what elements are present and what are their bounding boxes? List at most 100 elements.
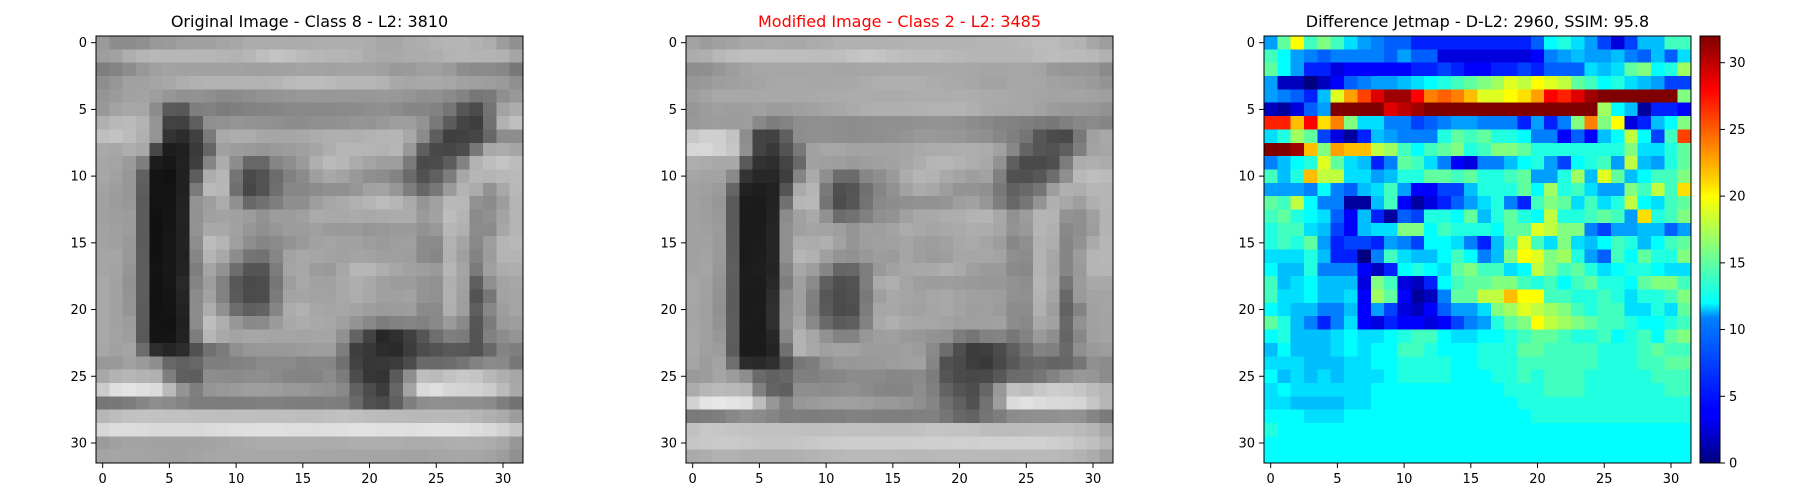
pixel-cell xyxy=(1032,249,1047,264)
pixel-cell xyxy=(322,142,337,157)
pixel-cell xyxy=(1570,382,1585,397)
pixel-cell xyxy=(912,49,927,64)
pixel-cell xyxy=(806,449,821,464)
pixel-cell xyxy=(859,342,874,357)
pixel-cell xyxy=(939,422,954,437)
pixel-cell xyxy=(779,196,794,211)
axes-frame xyxy=(685,35,1114,464)
pixel-cell xyxy=(992,422,1007,437)
pixel-cell xyxy=(1032,289,1047,304)
pixel-cell xyxy=(122,49,137,64)
pixel-cell xyxy=(189,116,204,130)
pixel-cell xyxy=(1464,262,1479,277)
pixel-cell xyxy=(1317,76,1332,90)
pixel-cell xyxy=(1397,249,1412,264)
pixel-cell xyxy=(952,62,967,77)
pixel-cell xyxy=(509,422,524,437)
pixel-cell xyxy=(1344,102,1358,117)
pixel-cell xyxy=(912,76,927,90)
pixel-cell xyxy=(349,76,364,90)
pixel-cell xyxy=(1504,356,1519,371)
pixel-cell xyxy=(912,62,927,77)
pixel-cell xyxy=(1530,356,1545,371)
pixel-cell xyxy=(766,209,780,224)
pixel-cell xyxy=(792,289,807,304)
pixel-cell xyxy=(389,102,404,117)
pixel-cell xyxy=(739,102,754,117)
pixel-cell xyxy=(1046,329,1061,344)
pixel-cell xyxy=(752,116,767,130)
pixel-cell xyxy=(282,102,297,117)
pixel-cell xyxy=(416,289,431,304)
pixel-cell xyxy=(1424,342,1439,357)
pixel-cell xyxy=(1046,169,1061,184)
pixel-cell xyxy=(859,129,874,144)
pixel-cell xyxy=(1664,156,1679,171)
pixel-cell xyxy=(1450,169,1465,184)
pixel-cell xyxy=(1059,89,1074,104)
pixel-cell xyxy=(766,436,780,451)
pixel-cell xyxy=(1677,142,1692,157)
pixel-cell xyxy=(699,422,714,437)
pixel-cell xyxy=(966,222,981,237)
pixel-cell xyxy=(979,209,994,224)
pixel-cell xyxy=(872,409,887,424)
pixel-cell xyxy=(966,49,981,64)
pixel-cell xyxy=(1544,396,1559,411)
pixel-cell xyxy=(926,89,941,104)
pixel-cell xyxy=(162,289,177,304)
pixel-cell xyxy=(1344,289,1358,304)
pixel-cell xyxy=(859,116,874,130)
pixel-cell xyxy=(966,102,981,117)
pixel-cell xyxy=(1664,182,1679,197)
pixel-cell xyxy=(792,302,807,317)
pixel-cell xyxy=(176,116,190,130)
pixel-cell xyxy=(1317,422,1332,437)
pixel-cell xyxy=(1610,449,1625,464)
pixel-cell xyxy=(349,289,364,304)
pixel-cell xyxy=(1099,316,1114,331)
pixel-cell xyxy=(806,316,821,331)
pixel-cell xyxy=(202,182,217,197)
pixel-cell xyxy=(1290,409,1305,424)
pixel-cell xyxy=(309,62,324,77)
pixel-cell xyxy=(806,196,821,211)
pixel-cell xyxy=(1317,382,1332,397)
pixel-cell xyxy=(509,89,524,104)
pixel-cell xyxy=(376,142,391,157)
pixel-cell xyxy=(442,276,457,291)
pixel-cell xyxy=(402,436,417,451)
pixel-cell xyxy=(1290,236,1305,251)
pixel-cell xyxy=(886,102,901,117)
pixel-cell xyxy=(509,196,524,211)
pixel-cell xyxy=(1424,169,1439,184)
pixel-cell xyxy=(1059,116,1074,130)
pixel-cell xyxy=(686,89,700,104)
pixel-cell xyxy=(1019,436,1034,451)
pixel-cell xyxy=(362,369,377,384)
pixel-cell xyxy=(819,382,834,397)
pixel-cell xyxy=(1437,316,1452,331)
pixel-cell xyxy=(322,102,337,117)
pixel-cell xyxy=(1464,236,1479,251)
pixel-cell xyxy=(1557,449,1572,464)
pixel-cell xyxy=(229,262,244,277)
pixel-cell xyxy=(1006,276,1021,291)
pixel-cell xyxy=(766,182,780,197)
pixel-cell xyxy=(1317,182,1332,197)
pixel-cell xyxy=(1370,316,1385,331)
pixel-cell xyxy=(1330,289,1345,304)
pixel-cell xyxy=(336,142,351,157)
pixel-cell xyxy=(1624,142,1639,157)
pixel-cell xyxy=(1664,89,1679,104)
pixel-cell xyxy=(402,409,417,424)
pixel-cell xyxy=(1344,182,1358,197)
pixel-cell xyxy=(899,316,914,331)
pixel-cell xyxy=(1424,302,1439,317)
pixel-cell xyxy=(1530,369,1545,384)
pixel-cell xyxy=(202,36,217,50)
pixel-cell xyxy=(1664,76,1679,90)
pixel-cell xyxy=(859,142,874,157)
y-tick-label: 0 xyxy=(1247,36,1255,51)
